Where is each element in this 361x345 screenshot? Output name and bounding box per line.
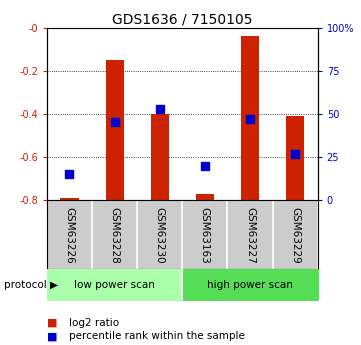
Bar bbox=[286, 116, 304, 200]
Text: ■: ■ bbox=[47, 332, 57, 341]
Text: GSM63229: GSM63229 bbox=[290, 207, 300, 264]
Bar bbox=[61, 198, 79, 200]
Text: GSM63226: GSM63226 bbox=[65, 207, 74, 264]
Text: GSM63228: GSM63228 bbox=[110, 207, 119, 264]
Text: percentile rank within the sample: percentile rank within the sample bbox=[69, 332, 244, 341]
Bar bbox=[151, 114, 169, 200]
Text: protocol ▶: protocol ▶ bbox=[4, 280, 58, 289]
Text: high power scan: high power scan bbox=[207, 280, 293, 289]
Text: GSM63163: GSM63163 bbox=[200, 207, 210, 264]
Text: GSM63230: GSM63230 bbox=[155, 207, 165, 264]
Bar bbox=[196, 194, 214, 200]
Bar bbox=[241, 36, 259, 200]
Text: ■: ■ bbox=[47, 318, 57, 327]
Text: GSM63227: GSM63227 bbox=[245, 207, 255, 264]
Text: log2 ratio: log2 ratio bbox=[69, 318, 119, 327]
Title: GDS1636 / 7150105: GDS1636 / 7150105 bbox=[112, 12, 253, 27]
Bar bbox=[105, 60, 123, 200]
Text: low power scan: low power scan bbox=[74, 280, 155, 289]
